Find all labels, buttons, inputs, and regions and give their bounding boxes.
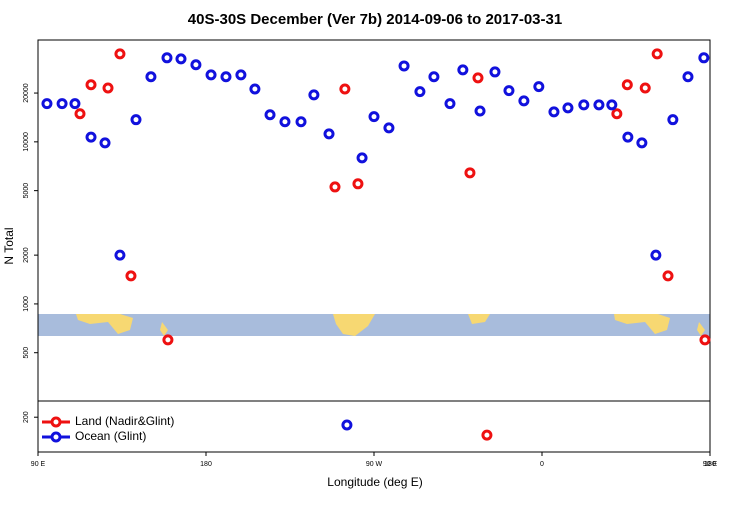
data-point (474, 105, 486, 117)
data-point (699, 334, 711, 346)
data-point (190, 59, 202, 71)
data-point (464, 167, 476, 179)
x-tick-label: 90 E (31, 461, 46, 468)
data-point (69, 98, 81, 110)
data-point (682, 71, 694, 83)
data-point (85, 131, 97, 143)
chart-title: 40S-30S December (Ver 7b) 2014-09-06 to … (188, 11, 562, 28)
data-point (175, 53, 187, 65)
data-point (428, 71, 440, 83)
data-point (114, 48, 126, 60)
x-tick-label: 0 (540, 461, 544, 468)
data-point (130, 114, 142, 126)
data-point (341, 419, 353, 431)
data-point (533, 81, 545, 93)
data-point (295, 116, 307, 128)
data-point (145, 71, 157, 83)
data-point (444, 98, 456, 110)
data-point (125, 270, 137, 282)
data-point (662, 270, 674, 282)
data-point (481, 429, 493, 441)
data-point (622, 131, 634, 143)
x-tick-label: 90 W (366, 461, 383, 468)
data-point (85, 79, 97, 91)
data-point (457, 64, 469, 76)
data-point (606, 99, 618, 111)
data-point (339, 83, 351, 95)
x-tick-label: 180 (200, 461, 212, 468)
data-point (161, 52, 173, 64)
data-point (667, 114, 679, 126)
data-point (356, 152, 368, 164)
data-point (162, 334, 174, 346)
data-point (548, 106, 560, 118)
data-point (398, 60, 410, 72)
data-point (621, 79, 633, 91)
data-point (593, 99, 605, 111)
data-point (205, 69, 217, 81)
data-point (611, 108, 623, 120)
legend-marker (50, 431, 62, 443)
data-point (74, 108, 86, 120)
data-point (651, 48, 663, 60)
data-point (279, 116, 291, 128)
data-point (99, 137, 111, 149)
y-axis-label: N Total (2, 227, 16, 264)
data-point (383, 122, 395, 134)
y-tick-label: 1000 (23, 296, 30, 312)
legend-label: Land (Nadir&Glint) (75, 414, 174, 428)
data-point (220, 71, 232, 83)
data-point (329, 181, 341, 193)
data-point (368, 111, 380, 123)
data-point (102, 82, 114, 94)
legend-label: Ocean (Glint) (75, 429, 146, 443)
x-tick-label: 90 E (703, 461, 718, 468)
data-point (56, 98, 68, 110)
x-axis-label: Longitude (deg E) (327, 475, 422, 489)
data-point (352, 178, 364, 190)
data-point (114, 249, 126, 261)
data-point (249, 83, 261, 95)
y-tick-label: 5000 (23, 183, 30, 199)
legend-marker (50, 416, 62, 428)
data-point (650, 249, 662, 261)
data-point (578, 99, 590, 111)
data-point (639, 82, 651, 94)
data-point (636, 137, 648, 149)
data-point (235, 69, 247, 81)
y-tick-label: 10000 (23, 132, 30, 152)
data-point (414, 86, 426, 98)
x-tick-label: 180 (704, 461, 716, 468)
y-tick-label: 2000 (23, 247, 30, 263)
y-tick-label: 20000 (23, 83, 30, 103)
data-point (472, 72, 484, 84)
data-point (698, 52, 710, 64)
y-tick-label: 200 (23, 411, 30, 423)
data-point (264, 109, 276, 121)
data-point (323, 128, 335, 140)
data-point (41, 98, 53, 110)
data-point (308, 89, 320, 101)
data-point (518, 95, 530, 107)
data-point (489, 66, 501, 78)
data-point (562, 102, 574, 114)
map-strip (38, 314, 710, 336)
y-tick-label: 500 (23, 347, 30, 359)
data-point (503, 85, 515, 97)
